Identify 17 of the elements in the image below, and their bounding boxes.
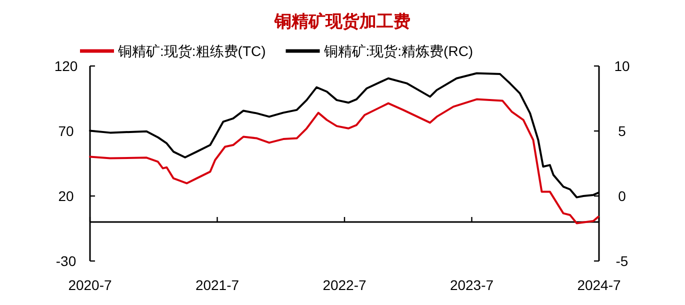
y2-tick-label: 10	[614, 58, 630, 74]
x-tick-label: 2022-7	[322, 277, 367, 293]
legend-label: 铜精矿:现货:粗练费(TC)	[117, 43, 266, 59]
x-tick-label: 2024-7	[577, 277, 622, 293]
y2-tick-label: -5	[616, 253, 628, 269]
y-tick-label: 70	[58, 123, 74, 139]
legend-label: 铜精矿:现货:精炼费(RC)	[322, 43, 474, 59]
y-tick-label: -30	[56, 253, 76, 269]
chart-title: 铜精矿现货加工费	[274, 12, 410, 31]
y2-tick-label: 0	[618, 188, 626, 204]
y-tick-label: 120	[54, 58, 78, 74]
x-tick-label: 2021-7	[195, 277, 240, 293]
x-tick-label: 2023-7	[450, 277, 494, 293]
y-tick-label: 20	[58, 188, 74, 204]
line-series	[89, 98, 600, 224]
y2-tick-label: 5	[618, 123, 626, 139]
x-tick-label: 2020-7	[68, 277, 112, 293]
